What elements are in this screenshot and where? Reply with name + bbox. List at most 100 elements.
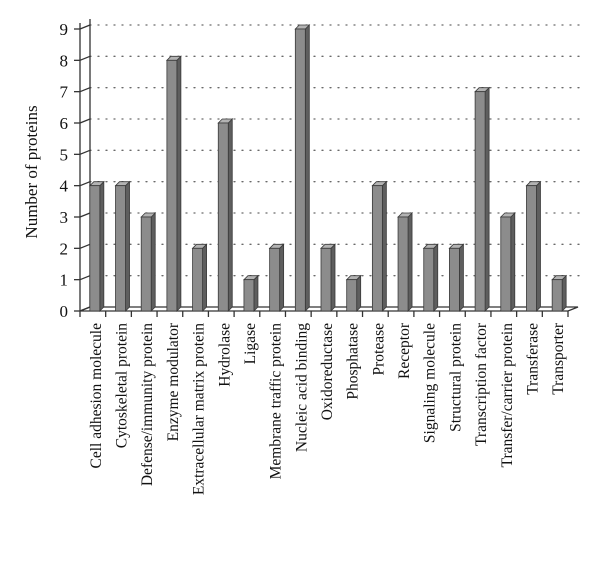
x-tick-label-9: Oxidoreductase bbox=[319, 323, 336, 420]
x-tick-label-12: Receptor bbox=[396, 322, 413, 379]
x-tick-label-7: Membrane traffic protein bbox=[268, 323, 285, 480]
bar-side-9 bbox=[330, 243, 336, 312]
bar-4 bbox=[191, 243, 208, 312]
x-tick-label-5: Hydrolase bbox=[216, 323, 233, 387]
bar-side-15 bbox=[484, 86, 490, 312]
bar-18 bbox=[551, 274, 568, 312]
bar-front-5 bbox=[217, 122, 229, 312]
axis-frame bbox=[74, 19, 579, 317]
bar-15 bbox=[474, 86, 491, 312]
x-tick-label-14: Structural protein bbox=[447, 323, 464, 432]
y-tick-label-4: 4 bbox=[60, 177, 69, 196]
x-tick-label-8: Nucleic acid binding bbox=[293, 323, 310, 452]
bar-front-11 bbox=[371, 185, 383, 312]
y-tick-label-7: 7 bbox=[60, 83, 69, 102]
x-tick-label-3: Enzyme modulator bbox=[165, 322, 182, 441]
bar-front-14 bbox=[449, 247, 460, 312]
y-tick-label-8: 8 bbox=[60, 51, 69, 70]
x-tick-label-15: Transcription factor bbox=[473, 322, 490, 446]
x-tick-label-4: Extracellular matrix protein bbox=[191, 323, 208, 495]
bar-front-18 bbox=[551, 279, 563, 312]
bar-8 bbox=[294, 24, 311, 312]
bar-side-17 bbox=[536, 180, 541, 312]
bar-front-12 bbox=[397, 216, 409, 312]
bar-13 bbox=[422, 243, 439, 312]
x-tick-label-16: Transfer/carrier protein bbox=[499, 323, 516, 468]
bar-side-7 bbox=[279, 243, 285, 312]
x-tick-labels: Cell adhesion molecule Cytoskeletal prote… bbox=[88, 322, 567, 495]
wall-link-6 bbox=[79, 118, 91, 124]
y-tick-label-0: 0 bbox=[60, 302, 69, 321]
wall-link-5 bbox=[79, 149, 91, 155]
bar-side-6 bbox=[253, 274, 259, 312]
x-tick-label-18: Transporter bbox=[550, 322, 567, 395]
bar-12 bbox=[397, 212, 414, 312]
bar-side-0 bbox=[99, 180, 105, 312]
bar-front-17 bbox=[526, 185, 537, 312]
wall-link-0 bbox=[79, 306, 91, 312]
bar-front-6 bbox=[243, 279, 255, 312]
bar-side-3 bbox=[176, 55, 182, 312]
bar-side-10 bbox=[356, 274, 362, 312]
x-tick-label-11: Protease bbox=[370, 323, 387, 376]
y-tick-label-5: 5 bbox=[60, 145, 69, 164]
wall-link-3 bbox=[79, 212, 91, 218]
wall-link-1 bbox=[79, 275, 91, 281]
bar-side-11 bbox=[381, 180, 387, 312]
grid-lines bbox=[89, 24, 587, 277]
wall-link-9 bbox=[79, 24, 91, 30]
x-tick-label-1: Cytoskeletal protein bbox=[114, 323, 131, 449]
bar-front-16 bbox=[500, 216, 512, 312]
bar-front-1 bbox=[115, 185, 126, 312]
bar-7 bbox=[268, 243, 285, 312]
y-tick-label-6: 6 bbox=[60, 114, 69, 133]
wall-link-2 bbox=[79, 243, 91, 249]
bar-2 bbox=[140, 212, 157, 312]
y-tick-label-2: 2 bbox=[60, 239, 69, 258]
bar-side-1 bbox=[125, 180, 130, 312]
bar-3 bbox=[165, 55, 182, 312]
bar-front-13 bbox=[423, 247, 435, 312]
bar-side-12 bbox=[407, 212, 413, 312]
y-tick-label-1: 1 bbox=[60, 271, 69, 290]
x-tick-label-17: Transferase bbox=[524, 323, 541, 395]
x-tick-label-10: Phosphatase bbox=[345, 323, 362, 400]
bar-5 bbox=[217, 118, 234, 312]
bar-front-15 bbox=[474, 91, 486, 312]
wall-link-4 bbox=[79, 181, 91, 187]
bar-17 bbox=[525, 180, 542, 312]
y-axis-label: Number of proteins bbox=[22, 105, 41, 238]
bar-side-14 bbox=[459, 243, 464, 312]
bar-10 bbox=[345, 274, 362, 312]
bar-11 bbox=[371, 180, 388, 312]
bar-side-18 bbox=[561, 274, 567, 312]
bar-front-3 bbox=[166, 59, 178, 312]
bar-front-0 bbox=[89, 185, 101, 312]
bar-front-4 bbox=[192, 247, 203, 312]
x-tick-label-13: Signaling molecule bbox=[422, 323, 439, 443]
bar-1 bbox=[114, 180, 131, 312]
bar-front-9 bbox=[320, 247, 332, 312]
wall-link-8 bbox=[79, 55, 91, 61]
y-tick-label-3: 3 bbox=[60, 208, 69, 227]
bar-0 bbox=[88, 180, 105, 312]
y-tick-label-9: 9 bbox=[60, 20, 69, 39]
x-tick-label-2: Defense/immunity protein bbox=[139, 323, 156, 486]
bar-front-2 bbox=[140, 216, 152, 312]
bar-6 bbox=[242, 274, 259, 312]
bar-front-7 bbox=[269, 247, 281, 312]
x-tick-label-0: Cell adhesion molecule bbox=[88, 323, 105, 469]
bar-side-5 bbox=[227, 118, 233, 312]
y-tick-labels: 0 1 2 3 4 5 6 7 8 9 bbox=[60, 20, 69, 321]
bar-side-16 bbox=[510, 212, 516, 312]
bar-side-13 bbox=[433, 243, 439, 312]
bar-side-8 bbox=[304, 24, 310, 312]
bar-front-8 bbox=[294, 28, 306, 312]
bar-side-4 bbox=[202, 243, 207, 312]
bar-14 bbox=[448, 243, 465, 312]
bars bbox=[88, 24, 568, 312]
bar-16 bbox=[499, 212, 516, 312]
bar-front-10 bbox=[346, 279, 358, 312]
wall-link-7 bbox=[79, 87, 91, 93]
